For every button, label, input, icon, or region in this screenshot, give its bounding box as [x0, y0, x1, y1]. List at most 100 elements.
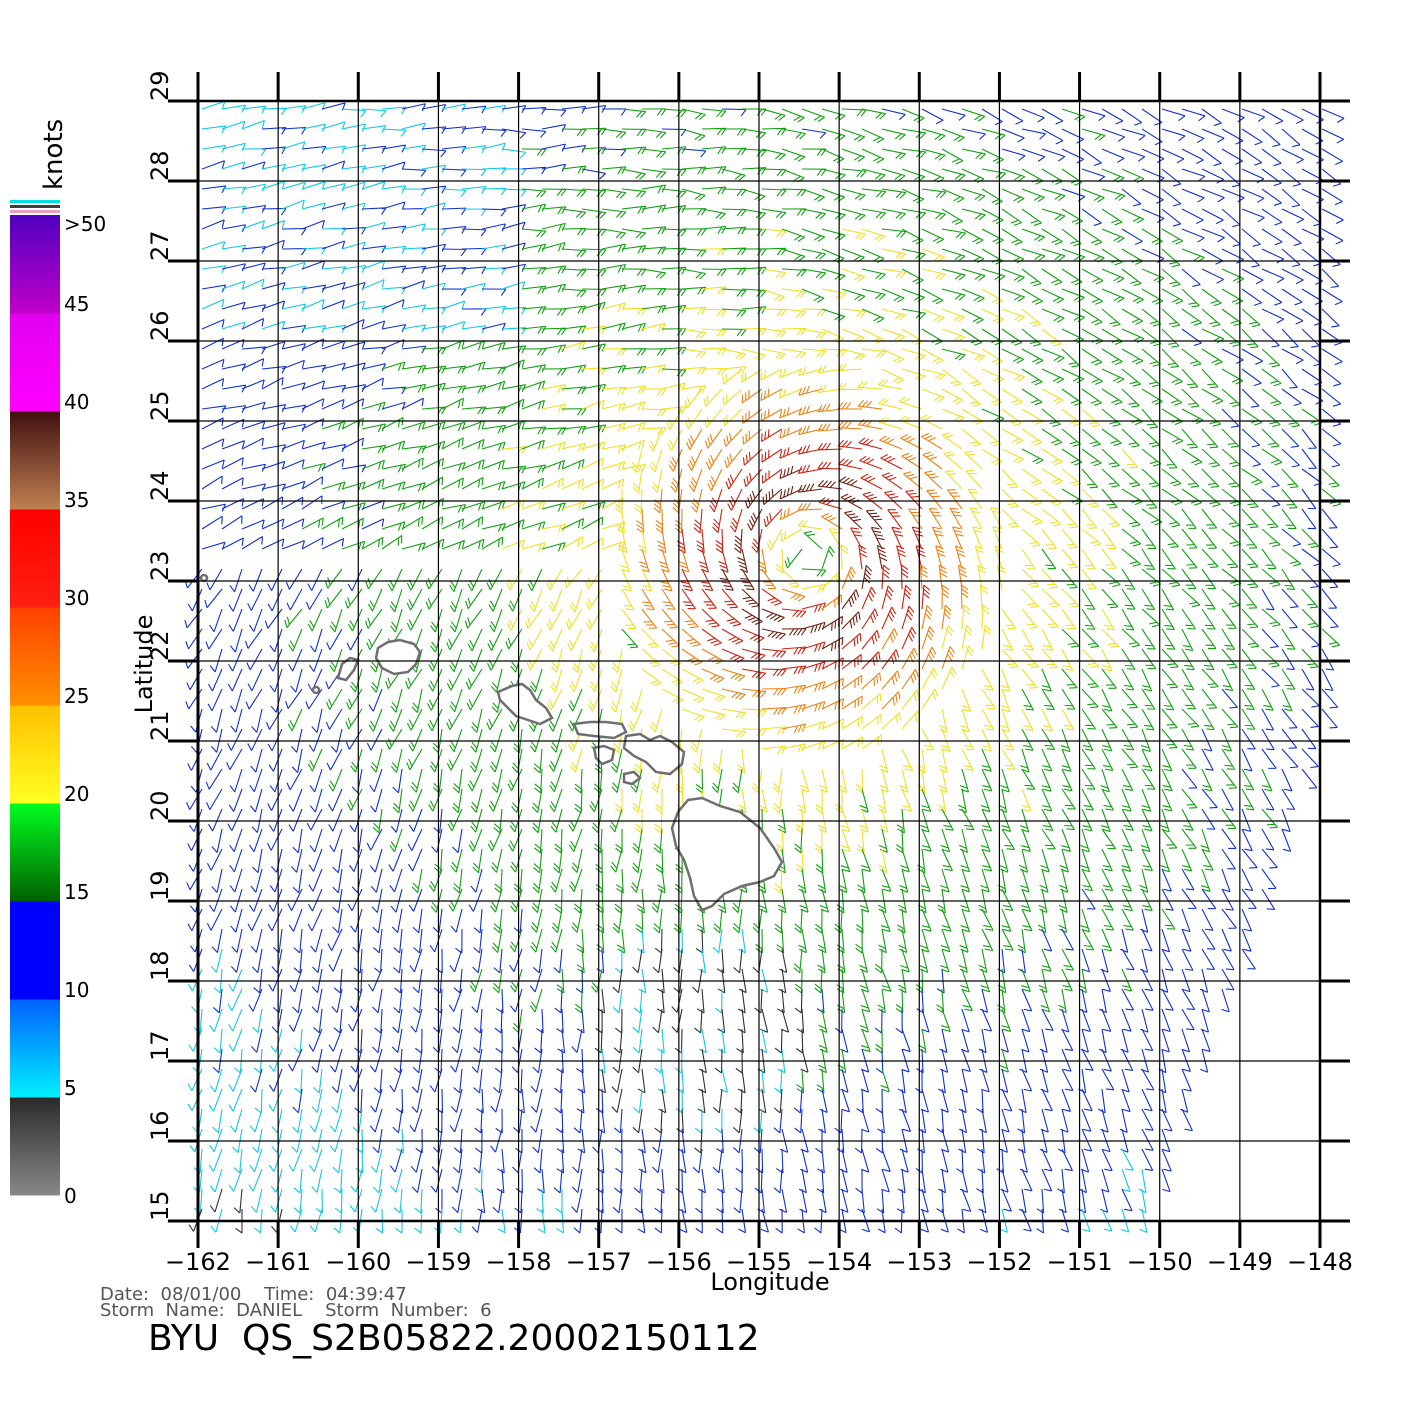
- wind-barb: [682, 589, 696, 609]
- wind-barb: [671, 469, 682, 492]
- wind-barb: [1042, 769, 1051, 791]
- wind-barb: [1042, 789, 1052, 811]
- wind-barb: [982, 1069, 990, 1092]
- wind-barb: [547, 609, 562, 630]
- wind-barb: [230, 829, 242, 852]
- wind-barb: [502, 307, 526, 314]
- wind-barb: [1062, 529, 1077, 548]
- wind-barb: [269, 1069, 282, 1092]
- wind-barb: [713, 929, 722, 953]
- wind-barb: [428, 689, 442, 710]
- wind-barb: [462, 421, 485, 430]
- wind-barb: [1262, 829, 1274, 850]
- wind-barb: [633, 1089, 642, 1113]
- wind-barb: [742, 649, 765, 660]
- wind-barb: [1022, 789, 1031, 811]
- wind-barb: [282, 519, 304, 529]
- wind-barb: [262, 405, 286, 412]
- wind-barb: [202, 516, 222, 529]
- wind-barb: [393, 769, 402, 793]
- wind-barb: [231, 909, 242, 932]
- colorbar-segment: [10, 313, 60, 412]
- wind-barb: [302, 203, 325, 210]
- wind-barb: [1162, 529, 1178, 547]
- wind-barb: [1100, 769, 1109, 792]
- wind-barb: [1162, 469, 1181, 486]
- wind-barb: [262, 423, 285, 430]
- wind-barb: [202, 338, 223, 349]
- wind-barb: [562, 269, 586, 277]
- wind-barb: [228, 809, 242, 831]
- wind-barb: [422, 229, 446, 236]
- wind-barb: [1062, 389, 1082, 405]
- wind-barb: [187, 669, 202, 690]
- wind-barb: [1262, 149, 1281, 166]
- wind-barb: [511, 849, 522, 872]
- wind-barb: [941, 829, 950, 852]
- wind-barb: [962, 749, 973, 770]
- wind-barb: [1202, 289, 1221, 306]
- wind-barb: [430, 749, 442, 772]
- wind-barb: [799, 1169, 806, 1193]
- wind-barb: [722, 609, 741, 626]
- wind-barb: [669, 449, 682, 471]
- wind-barb: [1162, 929, 1170, 952]
- wind-barb: [491, 669, 502, 692]
- wind-barb: [185, 649, 202, 668]
- wind-barb: [1042, 529, 1056, 548]
- wind-barb: [352, 869, 362, 893]
- wind-barb: [1282, 289, 1302, 305]
- wind-barb: [1262, 609, 1280, 626]
- wind-barb: [734, 949, 742, 973]
- wind-barb: [531, 909, 542, 932]
- wind-barb: [1142, 689, 1155, 709]
- wind-barb: [442, 301, 465, 309]
- wind-barb: [927, 490, 942, 509]
- wind-barb: [202, 542, 225, 550]
- wind-barb: [1122, 109, 1142, 125]
- wind-barb: [229, 609, 242, 631]
- wind-barb: [695, 1109, 702, 1133]
- wind-barb: [1322, 389, 1341, 406]
- wind-barb: [242, 421, 265, 429]
- wind-barb: [1102, 509, 1120, 527]
- wind-barb: [702, 589, 716, 608]
- wind-barb: [938, 789, 946, 813]
- wind-barb: [1102, 1129, 1110, 1152]
- colorbar-segment: [10, 901, 60, 1000]
- wind-barb: [1322, 269, 1339, 287]
- wind-barb: [1102, 609, 1114, 630]
- wind-barb: [900, 416, 922, 429]
- wind-barb: [998, 949, 1005, 973]
- wind-barb: [694, 509, 702, 533]
- wind-barb: [1262, 329, 1279, 347]
- wind-barb: [902, 711, 920, 729]
- wind-barb: [774, 1169, 782, 1193]
- wind-barb: [462, 106, 486, 113]
- wind-barb: [686, 409, 702, 429]
- wind-barb: [302, 381, 325, 389]
- wind-barb: [392, 1029, 402, 1053]
- wind-barb: [202, 476, 222, 489]
- wind-barb: [188, 1089, 202, 1111]
- wind-barb: [602, 479, 624, 489]
- wind-barb: [1002, 209, 1022, 225]
- wind-barb: [1222, 629, 1235, 649]
- wind-barb: [1101, 949, 1108, 972]
- wind-barb: [767, 529, 782, 550]
- wind-barb: [1222, 609, 1236, 628]
- wind-barb: [1142, 309, 1161, 326]
- wind-barb: [966, 470, 982, 489]
- wind-barb: [362, 364, 385, 371]
- wind-barb: [369, 689, 382, 711]
- wind-barb: [1282, 389, 1301, 406]
- wind-barb: [1322, 349, 1342, 365]
- wind-barb: [1042, 309, 1064, 322]
- wind-barb: [839, 459, 862, 469]
- wind-barb: [489, 589, 502, 611]
- wind-barb: [426, 569, 442, 589]
- wind-barb: [1102, 129, 1125, 141]
- wind-barb: [1122, 689, 1137, 708]
- wind-barb: [794, 1089, 802, 1113]
- wind-barb: [1282, 669, 1295, 689]
